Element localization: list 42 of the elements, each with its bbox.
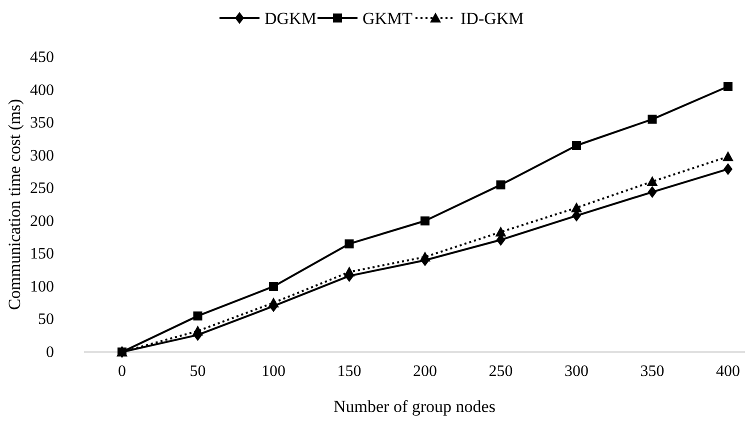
point xyxy=(648,186,657,198)
point xyxy=(496,180,506,190)
y-tick-label: 250 xyxy=(30,180,54,198)
point xyxy=(269,282,278,291)
point xyxy=(268,297,279,308)
y-tick-label: 350 xyxy=(30,114,54,132)
x-tick-label: 300 xyxy=(564,363,588,380)
x-tick-label: 150 xyxy=(337,363,362,380)
legend-label: GKMT xyxy=(362,9,414,28)
y-tick-label: 200 xyxy=(30,212,54,230)
y-tick-label: 100 xyxy=(30,278,54,296)
point xyxy=(495,226,506,237)
x-tick-label: 400 xyxy=(716,363,740,380)
x-axis-title: Number of group nodes xyxy=(334,397,496,416)
point xyxy=(571,202,582,212)
point xyxy=(572,141,581,150)
legend-label: ID-GKM xyxy=(460,9,524,28)
point xyxy=(192,326,204,336)
x-tick-label: 350 xyxy=(640,363,664,380)
y-axis-title: Communication time cost (ms) xyxy=(5,98,24,310)
point xyxy=(344,239,354,248)
x-tick-label: 250 xyxy=(488,363,513,380)
y-tick-label: 400 xyxy=(30,82,54,99)
y-tick-label: 450 xyxy=(30,49,54,66)
point xyxy=(724,82,732,91)
point xyxy=(193,311,202,320)
y-tick-label: 50 xyxy=(38,311,54,328)
y-tick-label: 300 xyxy=(30,147,54,164)
x-tick-label: 0 xyxy=(118,363,126,380)
x-tick-label: 50 xyxy=(190,363,206,380)
y-tick-label: 0 xyxy=(46,344,54,361)
point xyxy=(648,114,657,124)
x-tick-label: 200 xyxy=(413,363,437,380)
point xyxy=(420,251,430,262)
x-tick-label: 100 xyxy=(262,363,286,380)
point xyxy=(344,266,355,277)
point xyxy=(420,216,430,226)
point xyxy=(646,176,658,186)
legend-label: DGKM xyxy=(264,9,316,28)
point xyxy=(724,163,732,176)
y-tick-label: 150 xyxy=(30,246,54,263)
point xyxy=(722,151,734,162)
